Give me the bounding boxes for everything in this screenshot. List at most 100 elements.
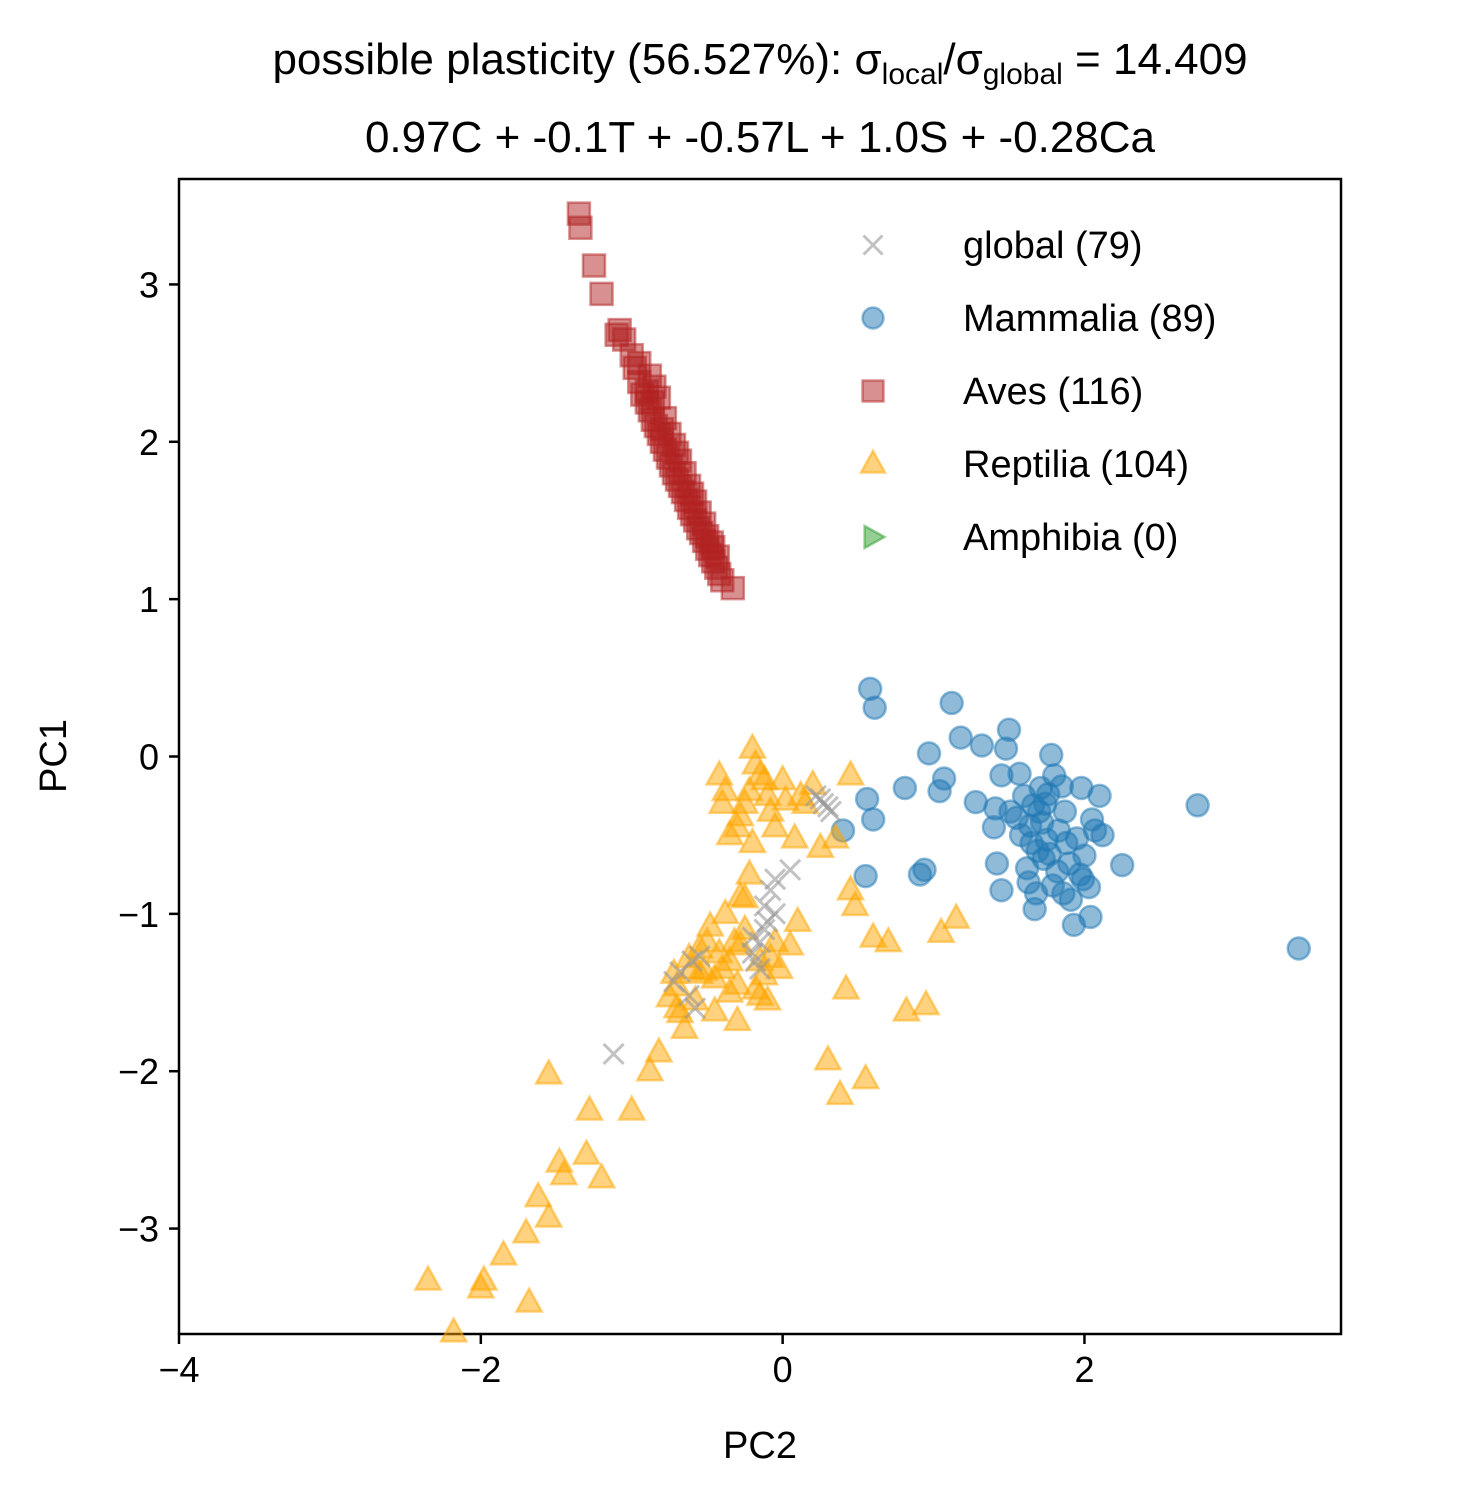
data-point	[989, 878, 1014, 903]
data-point	[860, 807, 886, 832]
data-point	[678, 984, 701, 1007]
data-point	[1087, 783, 1112, 809]
data-point	[779, 821, 810, 849]
data-point	[948, 725, 973, 750]
y-tick-label: 3	[139, 264, 159, 305]
data-point	[931, 766, 957, 791]
data-point	[574, 1094, 605, 1121]
data-point	[858, 921, 888, 948]
y-tick-label: 1	[139, 579, 159, 620]
data-point	[684, 957, 715, 984]
data-point	[911, 988, 941, 1016]
data-point	[853, 863, 878, 889]
data-point	[1017, 813, 1043, 838]
data-point	[688, 945, 711, 968]
data-point	[684, 997, 707, 1020]
data-point	[993, 736, 1019, 761]
data-point	[664, 440, 690, 466]
data-point	[1007, 761, 1032, 787]
data-point	[1058, 887, 1084, 912]
data-point	[835, 758, 866, 786]
data-point	[1185, 793, 1210, 818]
data-point	[635, 1054, 665, 1082]
legend-marker	[858, 448, 888, 474]
data-point	[640, 390, 666, 415]
data-point	[926, 916, 956, 943]
data-point	[850, 1062, 881, 1090]
x-tick-label: −4	[158, 1349, 199, 1390]
chart-title-line1: possible plasticity (56.527%): σlocal/σg…	[272, 35, 1247, 91]
data-point	[488, 1238, 519, 1266]
data-point	[722, 1004, 753, 1032]
series-x-points	[602, 784, 842, 1065]
data-point	[783, 905, 813, 932]
data-point	[589, 281, 614, 307]
data-point	[748, 957, 772, 980]
data-point	[627, 350, 652, 376]
data-point	[753, 894, 776, 918]
data-point	[710, 897, 741, 925]
y-tick-label: −2	[118, 1051, 159, 1092]
data-point	[767, 763, 798, 791]
y-tick-label: 0	[139, 737, 159, 778]
title-subscript-local: local	[882, 58, 944, 91]
legend-marker	[861, 379, 885, 403]
data-point	[759, 879, 782, 902]
data-point	[753, 918, 776, 941]
data-point	[981, 815, 1007, 840]
data-point	[941, 902, 971, 929]
x-tick-label: −2	[460, 1349, 501, 1390]
data-point	[581, 253, 607, 278]
legend: global (79) Mammalia (89) Aves (116) Reptil…	[858, 225, 1216, 559]
data-point	[549, 1158, 579, 1186]
data-point	[912, 857, 937, 883]
data-point	[737, 826, 768, 854]
data-point	[939, 690, 964, 716]
series-o-points	[830, 676, 1311, 961]
data-point	[825, 1078, 855, 1106]
data-point	[534, 1201, 564, 1228]
data-point	[760, 810, 790, 838]
data-point	[602, 1042, 625, 1065]
data-point	[1052, 799, 1078, 824]
data-point	[534, 1057, 564, 1085]
data-point	[820, 821, 851, 849]
data-point	[775, 928, 805, 956]
data-point	[840, 889, 870, 917]
data-point	[984, 851, 1010, 876]
data-point	[413, 1264, 443, 1291]
legend-marker	[862, 234, 884, 256]
series-s-points	[566, 201, 746, 601]
legend-label: Aves (116)	[963, 371, 1143, 413]
data-point	[764, 952, 795, 980]
data-point	[831, 973, 861, 1000]
data-point	[764, 868, 787, 891]
data-point	[745, 979, 775, 1006]
axis-ticks: −4 −2 0 2 −3 −2 −1 0 1 2 3	[118, 264, 1095, 1390]
y-tick-label: 2	[139, 422, 159, 463]
x-tick-label: 2	[1074, 1349, 1094, 1390]
data-point	[892, 775, 918, 801]
data-point	[604, 322, 629, 348]
data-point	[1109, 852, 1135, 878]
y-tick-label: −1	[118, 894, 159, 935]
data-point	[1072, 843, 1097, 868]
data-point	[916, 741, 942, 766]
data-point	[662, 991, 692, 1019]
data-point	[813, 1043, 843, 1071]
data-point	[862, 695, 887, 720]
data-point	[1286, 936, 1311, 961]
data-point	[523, 1180, 553, 1208]
data-point	[720, 575, 746, 601]
x-tick-label: 0	[773, 1349, 793, 1390]
data-point	[741, 926, 764, 949]
y-tick-label: −3	[118, 1209, 159, 1250]
data-point	[741, 942, 764, 965]
data-point	[617, 1094, 647, 1121]
legend-label: Amphibia (0)	[963, 517, 1178, 559]
legend-marker	[861, 306, 885, 330]
data-point	[730, 881, 760, 909]
data-point	[1028, 775, 1053, 801]
data-point	[715, 944, 745, 972]
data-point	[1039, 742, 1064, 768]
